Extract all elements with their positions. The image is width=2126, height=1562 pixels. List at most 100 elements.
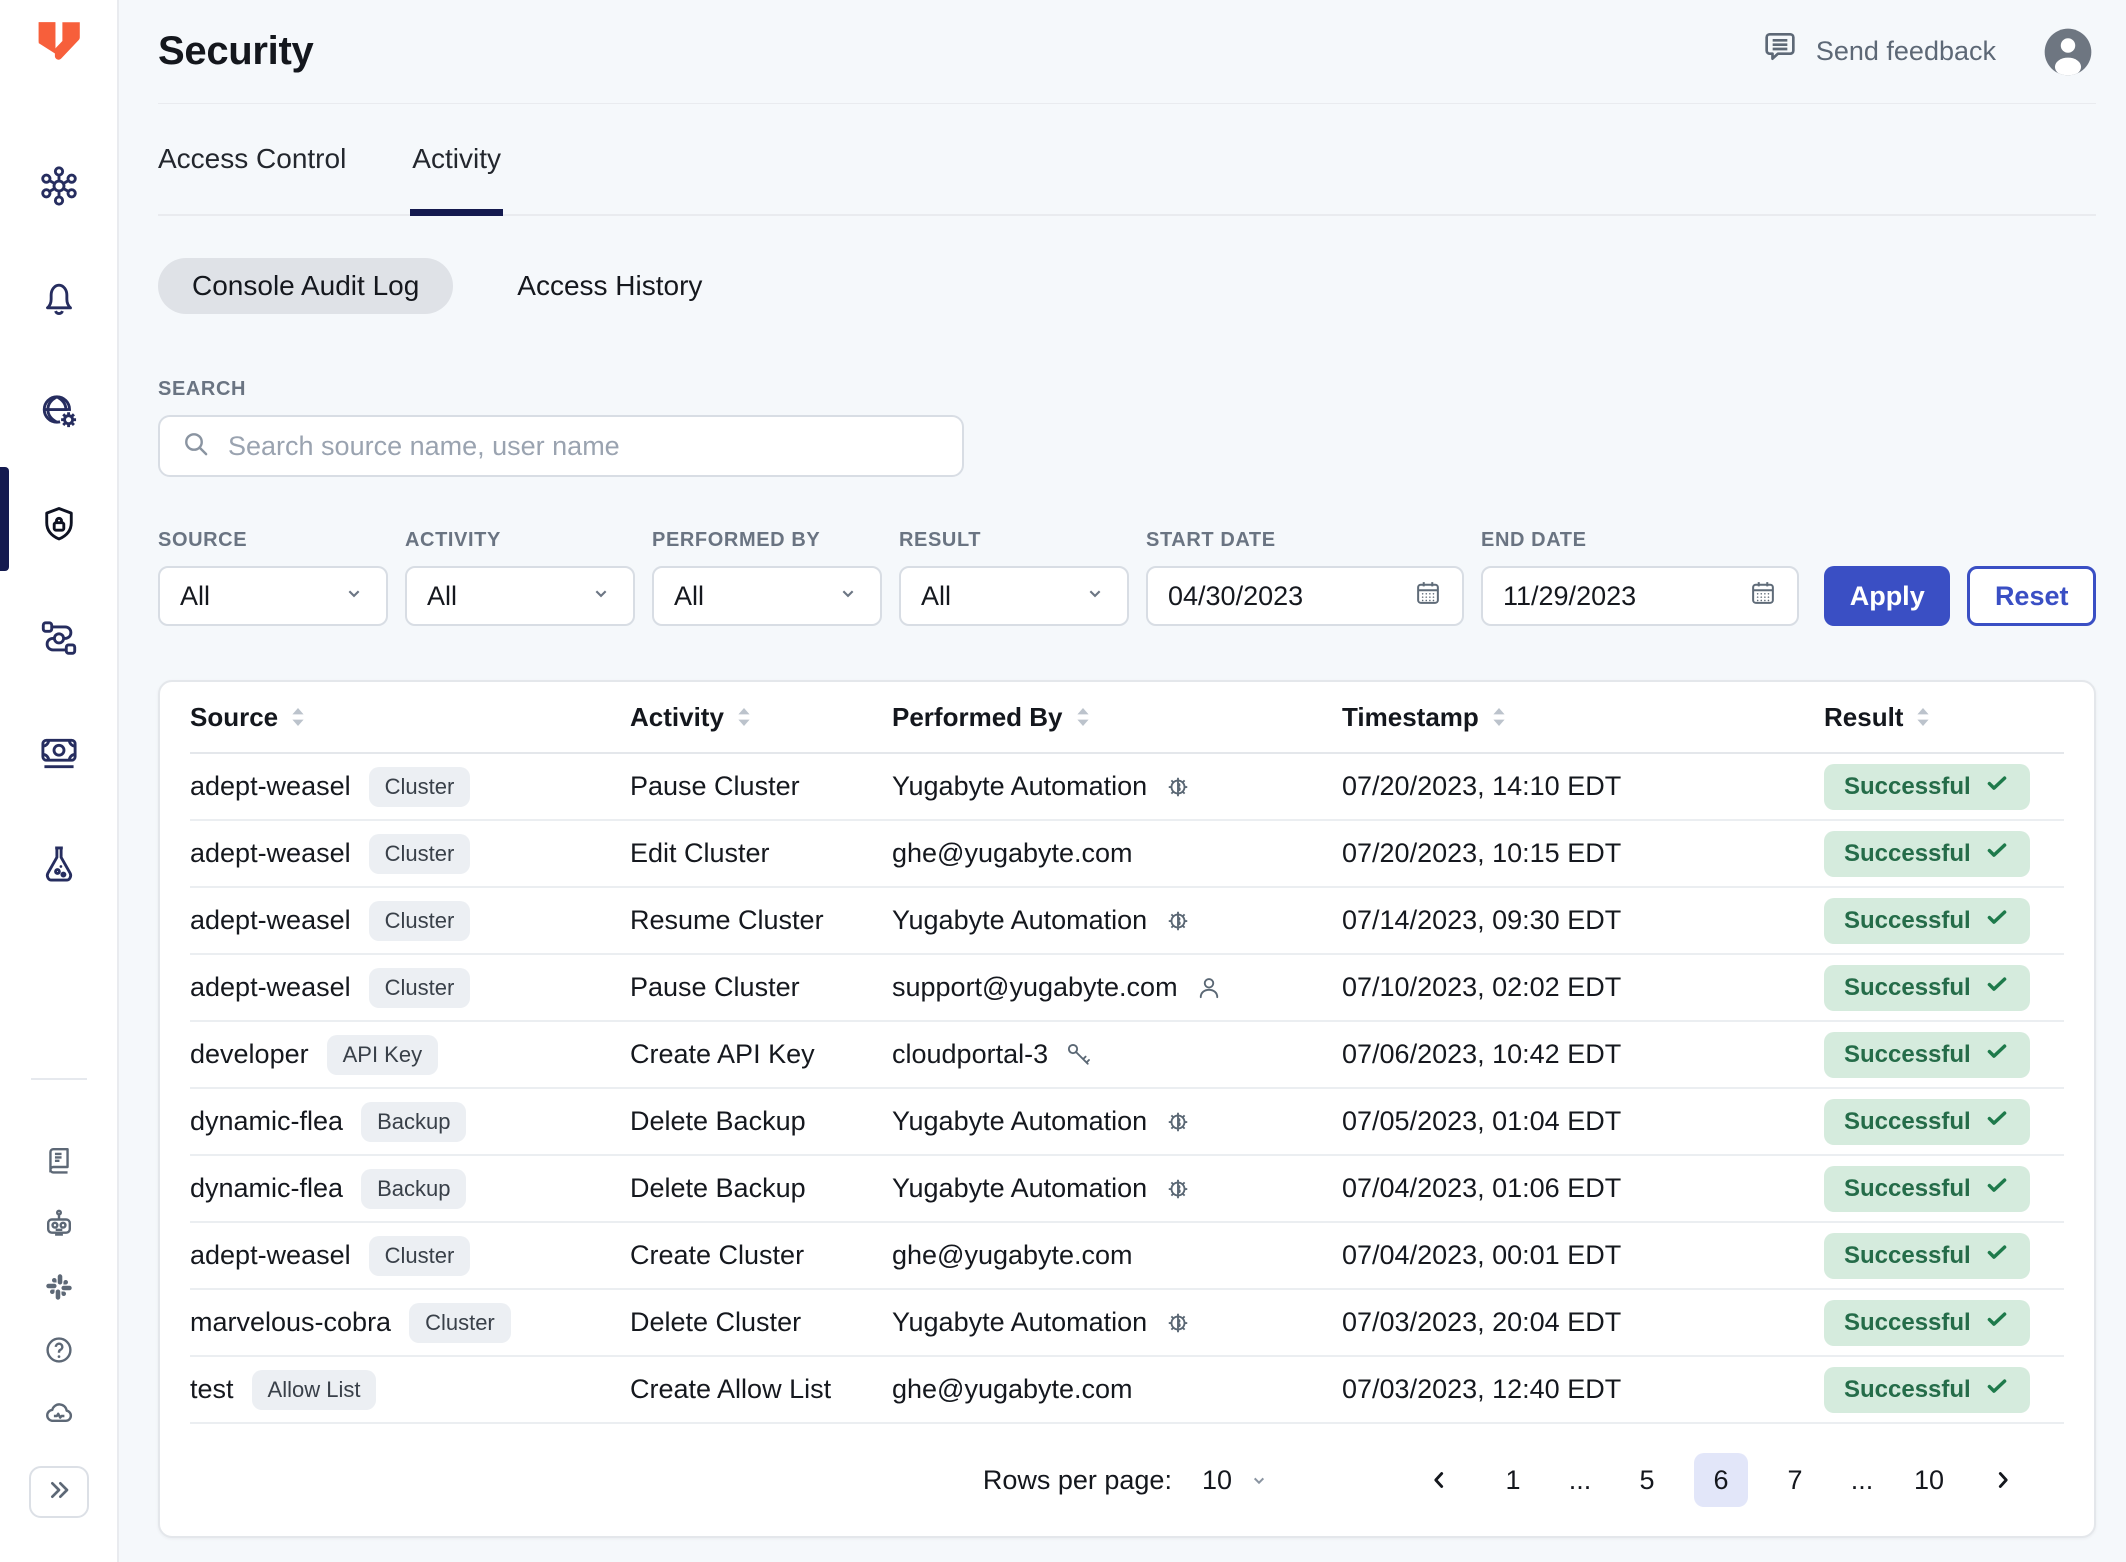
performed-by-filter-select[interactable]: All bbox=[652, 566, 882, 626]
help-icon bbox=[41, 1332, 77, 1373]
source-filter-select[interactable]: All bbox=[158, 566, 388, 626]
column-activity: Activity bbox=[630, 701, 724, 732]
sidebar-item-clusters[interactable] bbox=[29, 158, 89, 218]
check-icon bbox=[1984, 1373, 2010, 1406]
sort-icon[interactable] bbox=[1491, 705, 1507, 729]
table-row[interactable]: test Allow List Create Allow List ghe@yu… bbox=[190, 1357, 2064, 1424]
previous-page-button[interactable] bbox=[1412, 1453, 1466, 1507]
double-chevron-right-icon bbox=[43, 1474, 75, 1511]
table-row[interactable]: dynamic-flea Backup Delete Backup Yugaby… bbox=[190, 1156, 2064, 1223]
activity-value: Edit Cluster bbox=[630, 838, 770, 868]
tab-access-control[interactable]: Access Control bbox=[158, 143, 347, 174]
page-number[interactable]: 7 bbox=[1787, 1464, 1803, 1495]
source-type-badge: Cluster bbox=[368, 1235, 471, 1276]
send-feedback-button[interactable]: Send feedback bbox=[1760, 28, 1996, 75]
search-label: SEARCH bbox=[158, 378, 247, 400]
sidebar-item-network[interactable] bbox=[29, 384, 89, 444]
subtab-console-audit-log[interactable]: Console Audit Log bbox=[158, 258, 454, 314]
table-row[interactable]: developer API Key Create API Key cloudpo… bbox=[190, 1022, 2064, 1089]
activity-value: Delete Cluster bbox=[630, 1307, 802, 1337]
end-date-value: 11/29/2023 bbox=[1503, 580, 1637, 611]
performed-by-value: cloudportal-3 bbox=[892, 1039, 1049, 1069]
table-row[interactable]: adept-weasel Cluster Pause Cluster suppo… bbox=[190, 955, 2064, 1022]
source-type-badge: Cluster bbox=[409, 1302, 511, 1343]
subtab-access-history[interactable]: Access History bbox=[517, 270, 703, 301]
start-date-value: 04/30/2023 bbox=[1168, 580, 1304, 611]
sidebar-item-help[interactable] bbox=[37, 1330, 81, 1374]
table-row[interactable]: adept-weasel Cluster Resume Cluster Yuga… bbox=[190, 888, 2064, 955]
sidebar-item-security[interactable] bbox=[29, 497, 89, 557]
column-source: Source bbox=[190, 701, 279, 732]
sidebar-item-docs[interactable] bbox=[37, 1141, 81, 1185]
activity-value: Delete Backup bbox=[630, 1173, 806, 1203]
chevron-down-icon bbox=[834, 579, 862, 614]
result-filter-select[interactable]: All bbox=[899, 566, 1129, 626]
performed-by-value: Yugabyte Automation bbox=[892, 771, 1148, 801]
sort-icon[interactable] bbox=[1075, 705, 1091, 729]
tab-activity[interactable]: Activity bbox=[410, 104, 503, 216]
performed-by-value: ghe@yugabyte.com bbox=[892, 1240, 1133, 1270]
source-name: developer bbox=[190, 1039, 309, 1069]
sidebar-item-cloud-status[interactable] bbox=[37, 1393, 81, 1437]
search-input[interactable] bbox=[228, 430, 942, 462]
apply-button[interactable]: Apply bbox=[1824, 566, 1951, 626]
sidebar-item-billing[interactable] bbox=[29, 723, 89, 783]
result-badge: Successful bbox=[1824, 1299, 2030, 1346]
end-date-input[interactable]: 11/29/2023 bbox=[1481, 566, 1799, 626]
avatar[interactable] bbox=[2040, 24, 2096, 80]
page-number[interactable]: 6 bbox=[1694, 1453, 1748, 1507]
result-badge: Successful bbox=[1824, 964, 2030, 1011]
activity-filter-select[interactable]: All bbox=[405, 566, 635, 626]
automation-icon bbox=[1163, 1308, 1193, 1338]
result-label: Successful bbox=[1844, 1040, 1971, 1068]
sort-icon[interactable] bbox=[290, 705, 306, 729]
result-label: Successful bbox=[1844, 973, 1971, 1001]
source-name: adept-weasel bbox=[190, 838, 351, 868]
filter-bar: SOURCE All ACTIVITY All PERFORMED BY All bbox=[158, 529, 2096, 626]
start-date-input[interactable]: 04/30/2023 bbox=[1146, 566, 1464, 626]
result-label: Successful bbox=[1844, 1241, 1971, 1269]
timestamp-value: 07/03/2023, 12:40 EDT bbox=[1342, 1374, 1622, 1404]
page-number[interactable]: 1 bbox=[1505, 1464, 1521, 1495]
table-row[interactable]: adept-weasel Cluster Pause Cluster Yugab… bbox=[190, 754, 2064, 821]
page-number[interactable]: 5 bbox=[1639, 1464, 1655, 1495]
sidebar-item-integrations[interactable] bbox=[29, 610, 89, 670]
page-ellipsis: ... bbox=[1568, 1464, 1592, 1495]
automation-icon bbox=[1163, 1107, 1193, 1137]
table-row[interactable]: dynamic-flea Backup Delete Backup Yugaby… bbox=[190, 1089, 2064, 1156]
rows-per-page-select[interactable]: 10 bbox=[1202, 1465, 1272, 1496]
reset-button[interactable]: Reset bbox=[1967, 566, 2096, 626]
sidebar bbox=[0, 0, 119, 1562]
robot-icon bbox=[41, 1206, 77, 1247]
pagination: 1... 5 6 7... 10 bbox=[1412, 1453, 2030, 1507]
sidebar-item-labs[interactable] bbox=[29, 836, 89, 896]
automation-icon bbox=[1163, 1174, 1193, 1204]
result-badge: Successful bbox=[1824, 1165, 2030, 1212]
activity-value: Create Allow List bbox=[630, 1374, 832, 1404]
sort-icon[interactable] bbox=[1915, 705, 1931, 729]
source-type-badge: Backup bbox=[361, 1168, 467, 1209]
activity-value: Create API Key bbox=[630, 1039, 815, 1069]
rows-per-page-label: Rows per page: bbox=[982, 1464, 1172, 1495]
calendar-icon bbox=[1747, 577, 1779, 616]
page-number[interactable]: 10 bbox=[1913, 1464, 1945, 1495]
clusters-icon bbox=[36, 163, 82, 214]
result-label: Successful bbox=[1844, 1375, 1971, 1403]
result-filter-value: All bbox=[921, 580, 952, 611]
source-name: adept-weasel bbox=[190, 905, 351, 935]
timestamp-value: 07/04/2023, 00:01 EDT bbox=[1342, 1240, 1622, 1270]
source-name: test bbox=[190, 1374, 234, 1404]
sort-icon[interactable] bbox=[736, 705, 752, 729]
table-row[interactable]: adept-weasel Cluster Edit Cluster ghe@yu… bbox=[190, 821, 2064, 888]
active-nav-indicator bbox=[0, 467, 9, 571]
sidebar-item-chatbot[interactable] bbox=[37, 1204, 81, 1248]
table-row[interactable]: adept-weasel Cluster Create Cluster ghe@… bbox=[190, 1223, 2064, 1290]
sidebar-item-slack[interactable] bbox=[37, 1267, 81, 1311]
source-type-badge: Cluster bbox=[368, 766, 471, 807]
sidebar-expand-button[interactable] bbox=[28, 1466, 89, 1518]
table-row[interactable]: marvelous-cobra Cluster Delete Cluster Y… bbox=[190, 1290, 2064, 1357]
sidebar-item-alerts[interactable] bbox=[29, 271, 89, 331]
performed-by-value: support@yugabyte.com bbox=[892, 972, 1178, 1002]
next-page-button[interactable] bbox=[1976, 1453, 2030, 1507]
yugabyte-logo[interactable] bbox=[30, 16, 88, 74]
